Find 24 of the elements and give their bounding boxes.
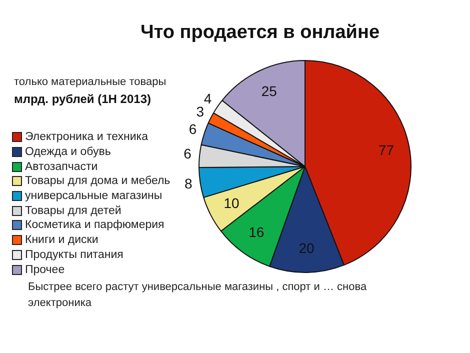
legend-label: Книги и диски xyxy=(25,234,98,246)
chart-title: Что продается в онлайне xyxy=(139,22,381,44)
legend-label: Прочее xyxy=(25,264,65,276)
legend-label: Товары для детей xyxy=(25,204,122,217)
data-label: 3 xyxy=(196,103,204,120)
legend-label: Электроника и техника xyxy=(25,131,148,144)
data-label: 77 xyxy=(378,142,394,158)
legend-label: Товары для дома и мебель xyxy=(25,175,170,188)
legend-label: универсальные магазины xyxy=(25,190,162,202)
data-label: 6 xyxy=(184,146,192,162)
legend-label: Продукты питания xyxy=(25,248,124,261)
legend-label: Одежда и обувь xyxy=(25,146,111,158)
data-label: 25 xyxy=(261,82,278,99)
data-label: 20 xyxy=(298,240,314,256)
legend-label: Косметика и парфюмерия xyxy=(25,219,164,232)
text: млрд. рублей (1H 2013) xyxy=(14,92,151,106)
data-label: 6 xyxy=(188,120,197,137)
data-label: 4 xyxy=(204,90,212,107)
text: Быстрее всего растут универсальные магазины , спорт и … снова электроника xyxy=(28,280,368,311)
data-label: 16 xyxy=(248,224,264,240)
text: только материальные товары xyxy=(14,76,166,88)
legend-label: Автозапчасти xyxy=(25,160,98,173)
data-label: 8 xyxy=(184,175,192,192)
data-label: 10 xyxy=(224,195,240,212)
